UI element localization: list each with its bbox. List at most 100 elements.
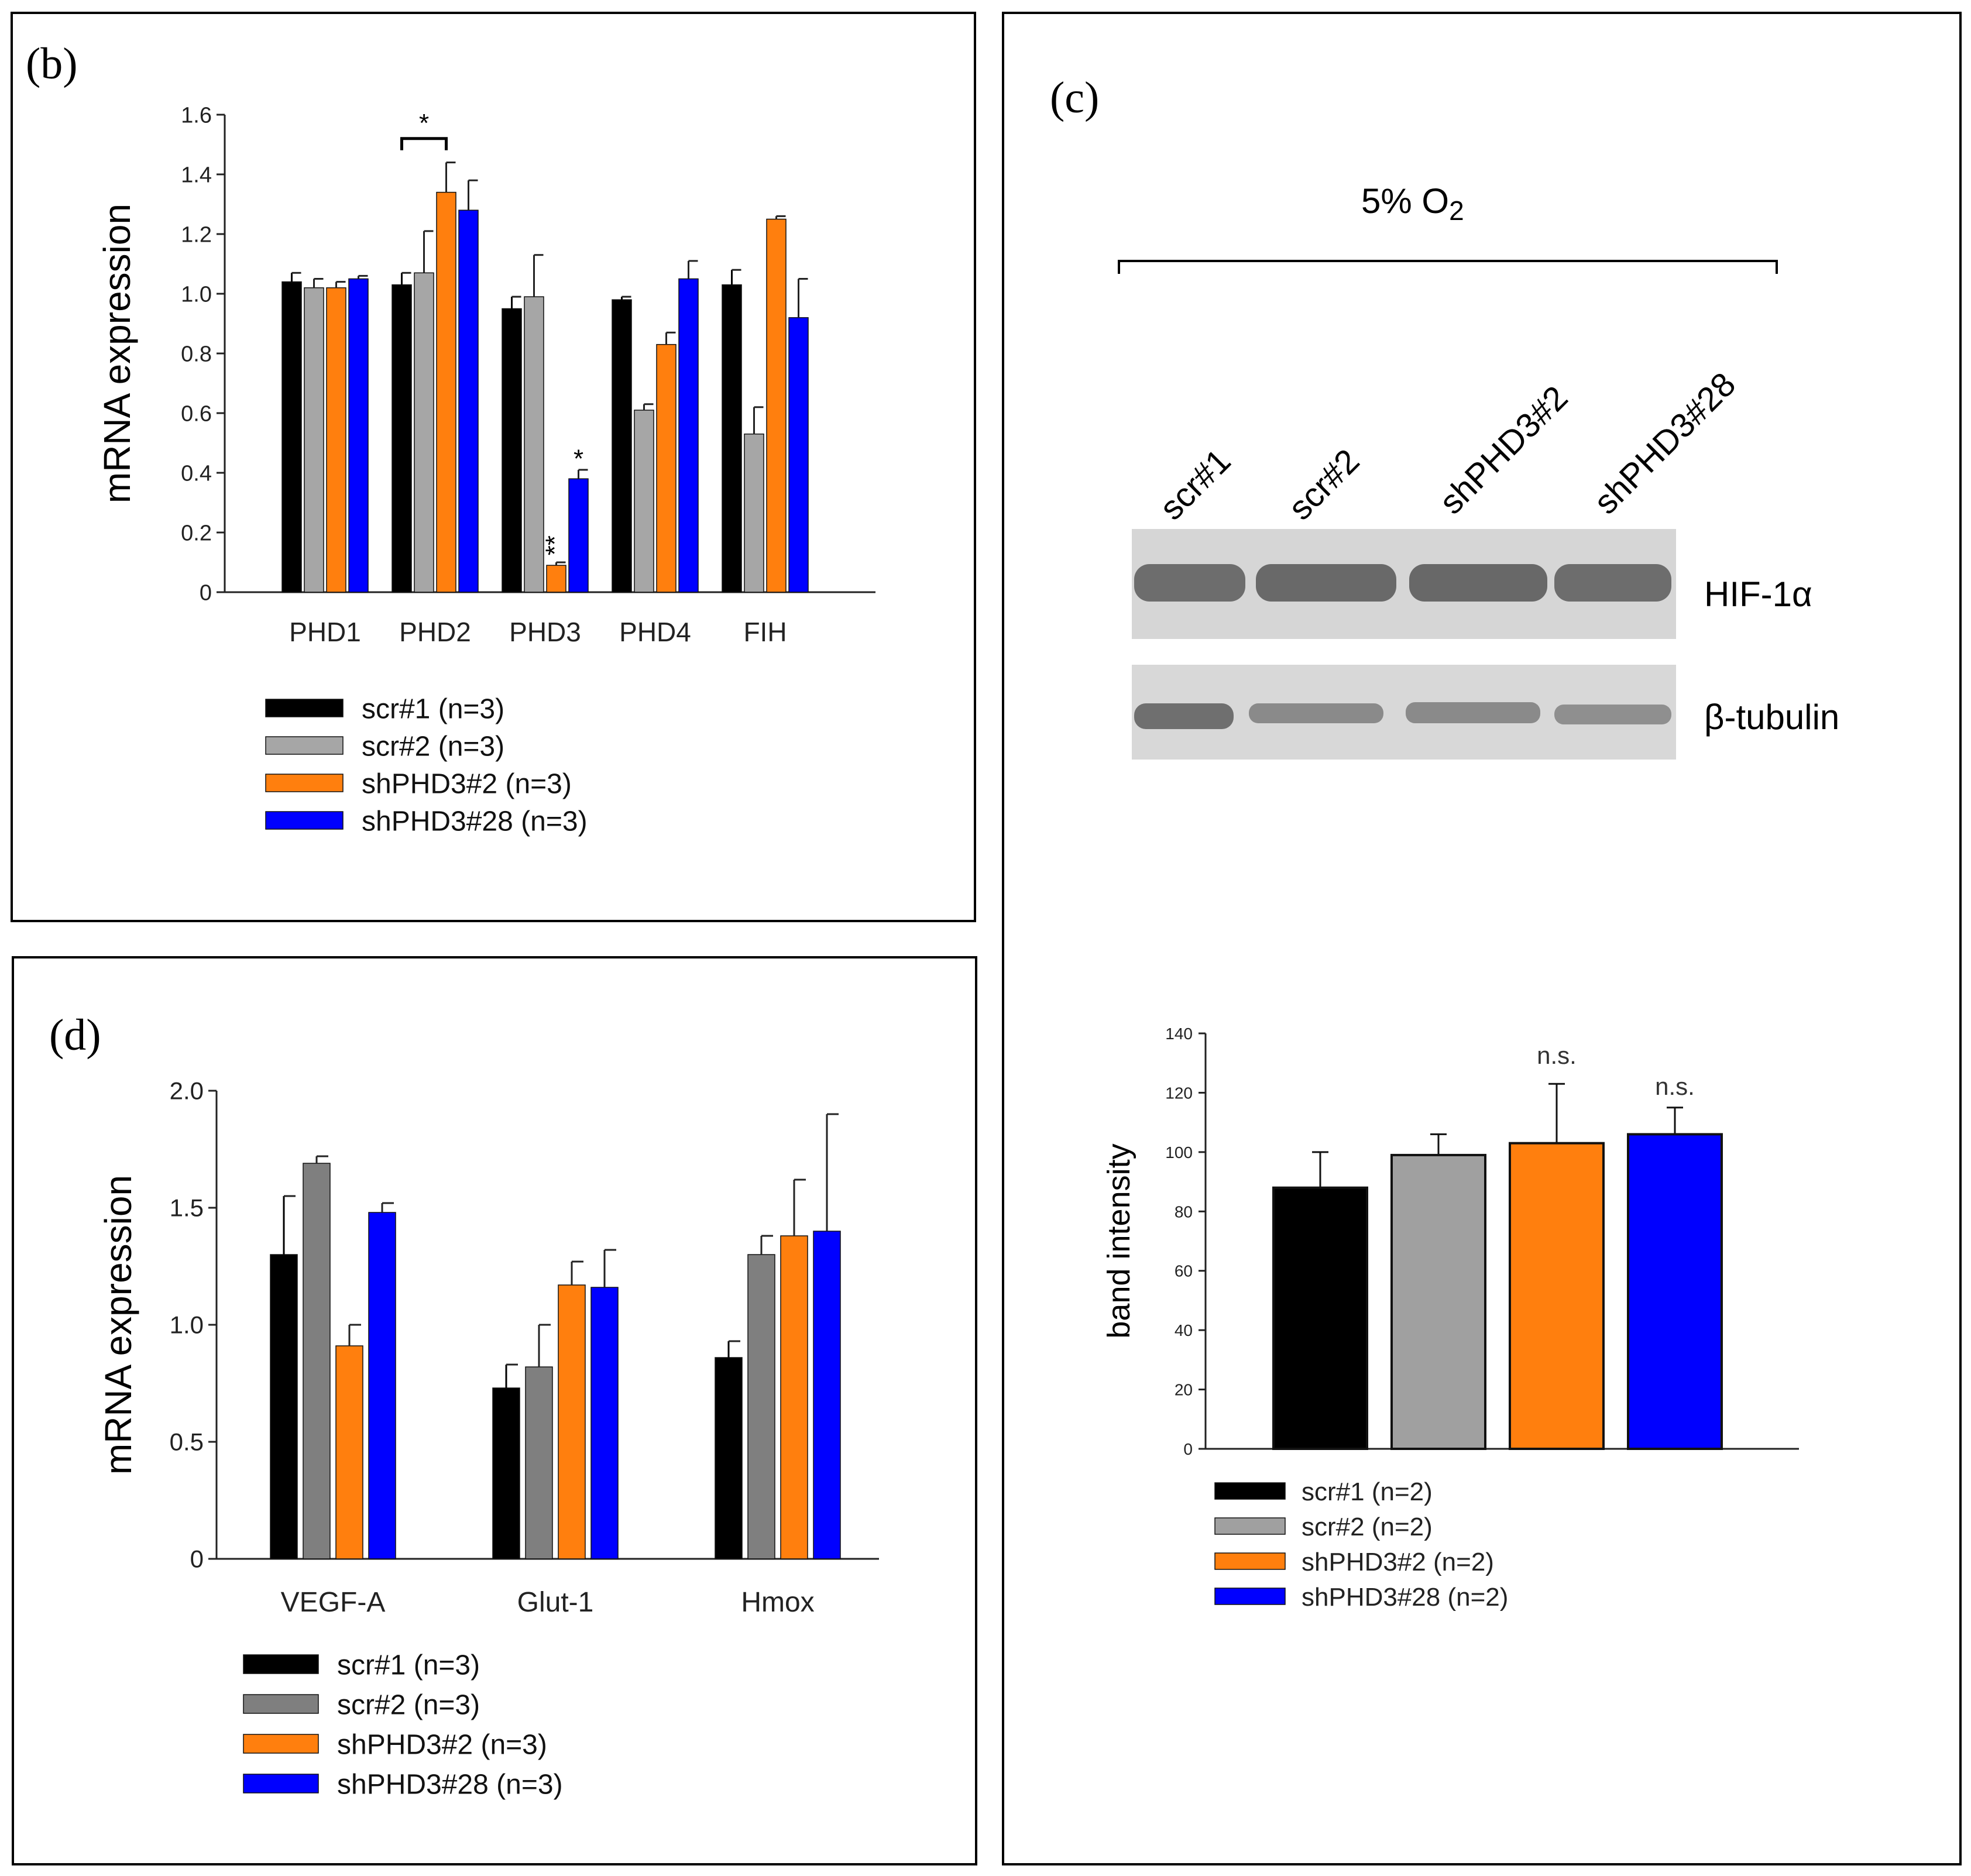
y-tick-label-b-8: 1.6	[181, 103, 212, 128]
bar-b-phd4-shphd3-2-n-3	[656, 343, 677, 593]
band-tubulin-lane2	[1249, 703, 1383, 723]
y-axis-label-c: band intensity	[1101, 1143, 1136, 1338]
bar-d-vegf-a-shphd3-2-n-3	[335, 1345, 363, 1559]
legend-label-b-shphd3-2-n-3: shPHD3#2 (n=3)	[362, 768, 572, 799]
y-tick-label-c-5: 100	[1165, 1143, 1193, 1162]
bar-d-vegf-a-scr-1-n-3	[270, 1254, 298, 1559]
chart-b-svg: (b) 0 0.2 0.4 0.6 0.8 1.0 1.2 1.4 1.6 mRNA expres…	[26, 39, 875, 837]
legend-swatch-d-scr-1-n-3	[243, 1654, 319, 1674]
y-tick-label-d-1: 0.5	[170, 1428, 204, 1456]
panel-label-d: (d)	[49, 1011, 101, 1060]
bar-d-hmox-shphd3-28-n-3	[813, 1231, 841, 1559]
y-tick-label-b-2: 0.4	[181, 461, 212, 486]
x-tick-label-d-hmox: Hmox	[741, 1587, 814, 1618]
panel-c: (c) 5% O2 scr#1 scr#2 shPHD3#2 shPHD3#28…	[1002, 12, 1962, 1865]
bar-c-scr-2-n-2	[1390, 1153, 1486, 1451]
significance-phd2: *	[419, 109, 429, 138]
y-tick-label-c-4: 80	[1175, 1202, 1193, 1221]
x-tick-label-b-phd2: PHD2	[399, 617, 471, 647]
bar-d-hmox-scr-2-n-3	[747, 1254, 775, 1559]
y-tick-label-b-6: 1.2	[181, 222, 212, 247]
x-tick-label-d-vegf-a: VEGF-A	[281, 1587, 386, 1618]
blot-condition-subscript: 2	[1449, 195, 1464, 226]
bar-b-phd4-scr-2-n-3	[634, 410, 654, 593]
lane-label-scr1: scr#1	[1152, 442, 1238, 527]
y-tick-label-d-2: 1.0	[170, 1311, 204, 1339]
band-tubulin-lane4	[1554, 705, 1671, 724]
legend-label-d-scr-1-n-3: scr#1 (n=3)	[337, 1650, 480, 1681]
band-tubulin-lane1	[1134, 703, 1234, 729]
legend-label-c-scr-2-n-2: scr#2 (n=2)	[1302, 1513, 1433, 1541]
legend-swatch-c-shphd3-2-n-2	[1214, 1552, 1286, 1570]
bar-d-glut-1-shphd3-28-n-3	[590, 1287, 619, 1559]
legend-label-d-shphd3-2-n-3: shPHD3#2 (n=3)	[337, 1729, 547, 1760]
y-tick-label-d-4: 2.0	[170, 1077, 204, 1105]
y-tick-label-b-1: 0.2	[181, 521, 212, 545]
bar-b-phd1-scr-1-n-3	[281, 281, 302, 593]
band-label-tubulin: β-tubulin	[1704, 698, 1839, 737]
legend-swatch-d-shphd3-28-n-3	[243, 1774, 319, 1793]
x-tick-label-b-phd4: PHD4	[619, 617, 691, 647]
band-hif1a-lane3	[1409, 564, 1547, 602]
y-tick-label-c-3: 60	[1175, 1262, 1193, 1280]
band-label-hif1a: HIF-1α	[1704, 575, 1812, 614]
bar-d-hmox-shphd3-2-n-3	[780, 1235, 808, 1559]
band-tubulin-lane3	[1406, 702, 1540, 723]
band-hif1a-lane2	[1256, 564, 1396, 602]
y-tick-label-d-3: 1.5	[170, 1194, 204, 1222]
legend-swatch-c-shphd3-28-n-2	[1214, 1588, 1286, 1605]
bar-b-phd1-shphd3-28-n-3	[348, 278, 369, 593]
bar-b-phd1-shphd3-2-n-3	[326, 287, 346, 593]
chart-c: 0 20 40 60 80 100 120 140 band intensity n.s. n.s.…	[1101, 1025, 1799, 1612]
significance-phd3-shphd3-28: *	[574, 445, 583, 473]
legend-label-b-shphd3-28-n-3: shPHD3#28 (n=3)	[362, 806, 588, 837]
bar-b-phd2-shphd3-2-n-3	[436, 191, 456, 593]
bar-b-phd2-shphd3-28-n-3	[458, 209, 479, 593]
y-tick-label-b-7: 1.4	[181, 163, 212, 187]
bar-d-glut-1-scr-1-n-3	[492, 1387, 520, 1559]
blot-bracket	[1118, 260, 1778, 274]
bar-c-shphd3-28-n-2	[1627, 1133, 1723, 1450]
bar-d-vegf-a-scr-2-n-3	[303, 1163, 331, 1559]
legend-swatch-d-shphd3-2-n-3	[243, 1734, 319, 1754]
y-tick-label-b-5: 1.0	[181, 282, 212, 307]
legend-swatch-c-scr-1-n-2	[1214, 1482, 1286, 1500]
bar-b-phd4-shphd3-28-n-3	[678, 278, 699, 593]
blot-condition-label: 5% O2	[1361, 181, 1464, 226]
chart-c-svg: (c) 5% O2 scr#1 scr#2 shPHD3#2 shPHD3#28…	[1050, 73, 1839, 1612]
lane-label-scr2: scr#2	[1281, 442, 1366, 527]
panel-d: (d) 0 0.5 1.0 1.5 2.0 mRNA expression VEGF-A Gl…	[12, 956, 977, 1865]
y-tick-label-b-3: 0.6	[181, 401, 212, 426]
bar-b-phd3-scr-2-n-3	[524, 296, 544, 593]
bar-b-phd4-scr-1-n-3	[612, 299, 632, 593]
band-hif1a-lane1	[1134, 564, 1245, 602]
lane-label-shphd3-28: shPHD3#28	[1587, 365, 1743, 521]
legend-label-b-scr-2-n-3: scr#2 (n=3)	[362, 731, 504, 762]
bar-d-hmox-scr-1-n-3	[715, 1357, 743, 1559]
legend-swatch-b-shphd3-2-n-3	[265, 774, 344, 792]
bar-b-phd3-shphd3-28-n-3	[568, 478, 589, 593]
band-hif1a-lane4	[1554, 564, 1671, 602]
chart-b: 0 0.2 0.4 0.6 0.8 1.0 1.2 1.4 1.6 mRNA expression…	[96, 103, 875, 837]
bar-b-fih-scr-1-n-3	[722, 284, 742, 593]
panel-label-c: (c)	[1050, 73, 1099, 122]
legend-swatch-b-scr-1-n-3	[265, 699, 344, 717]
significance-phd3-shphd3-2: **	[541, 535, 569, 555]
blot-strip-tubulin	[1132, 665, 1676, 760]
y-tick-label-c-2: 40	[1175, 1321, 1193, 1339]
significance-c-shphd3-2: n.s.	[1537, 1042, 1577, 1069]
bar-b-phd1-scr-2-n-3	[304, 287, 324, 593]
bar-d-glut-1-scr-2-n-3	[525, 1366, 553, 1559]
blot-strip-hif1a	[1132, 529, 1676, 639]
bar-c-scr-1-n-2	[1272, 1186, 1368, 1450]
legend-swatch-b-shphd3-28-n-3	[265, 811, 344, 830]
bar-b-phd2-scr-2-n-3	[414, 272, 434, 593]
y-axis-label-d: mRNA expression	[97, 1175, 139, 1475]
lane-label-shphd3-2: shPHD3#2	[1432, 379, 1575, 521]
y-tick-label-b-0: 0	[200, 580, 212, 605]
panel-label-b: (b)	[26, 39, 78, 88]
x-tick-label-b-fih: FIH	[743, 617, 787, 647]
legend-label-b-scr-1-n-3: scr#1 (n=3)	[362, 693, 504, 724]
bar-c-shphd3-2-n-2	[1509, 1142, 1605, 1450]
y-tick-label-c-0: 0	[1183, 1440, 1193, 1458]
